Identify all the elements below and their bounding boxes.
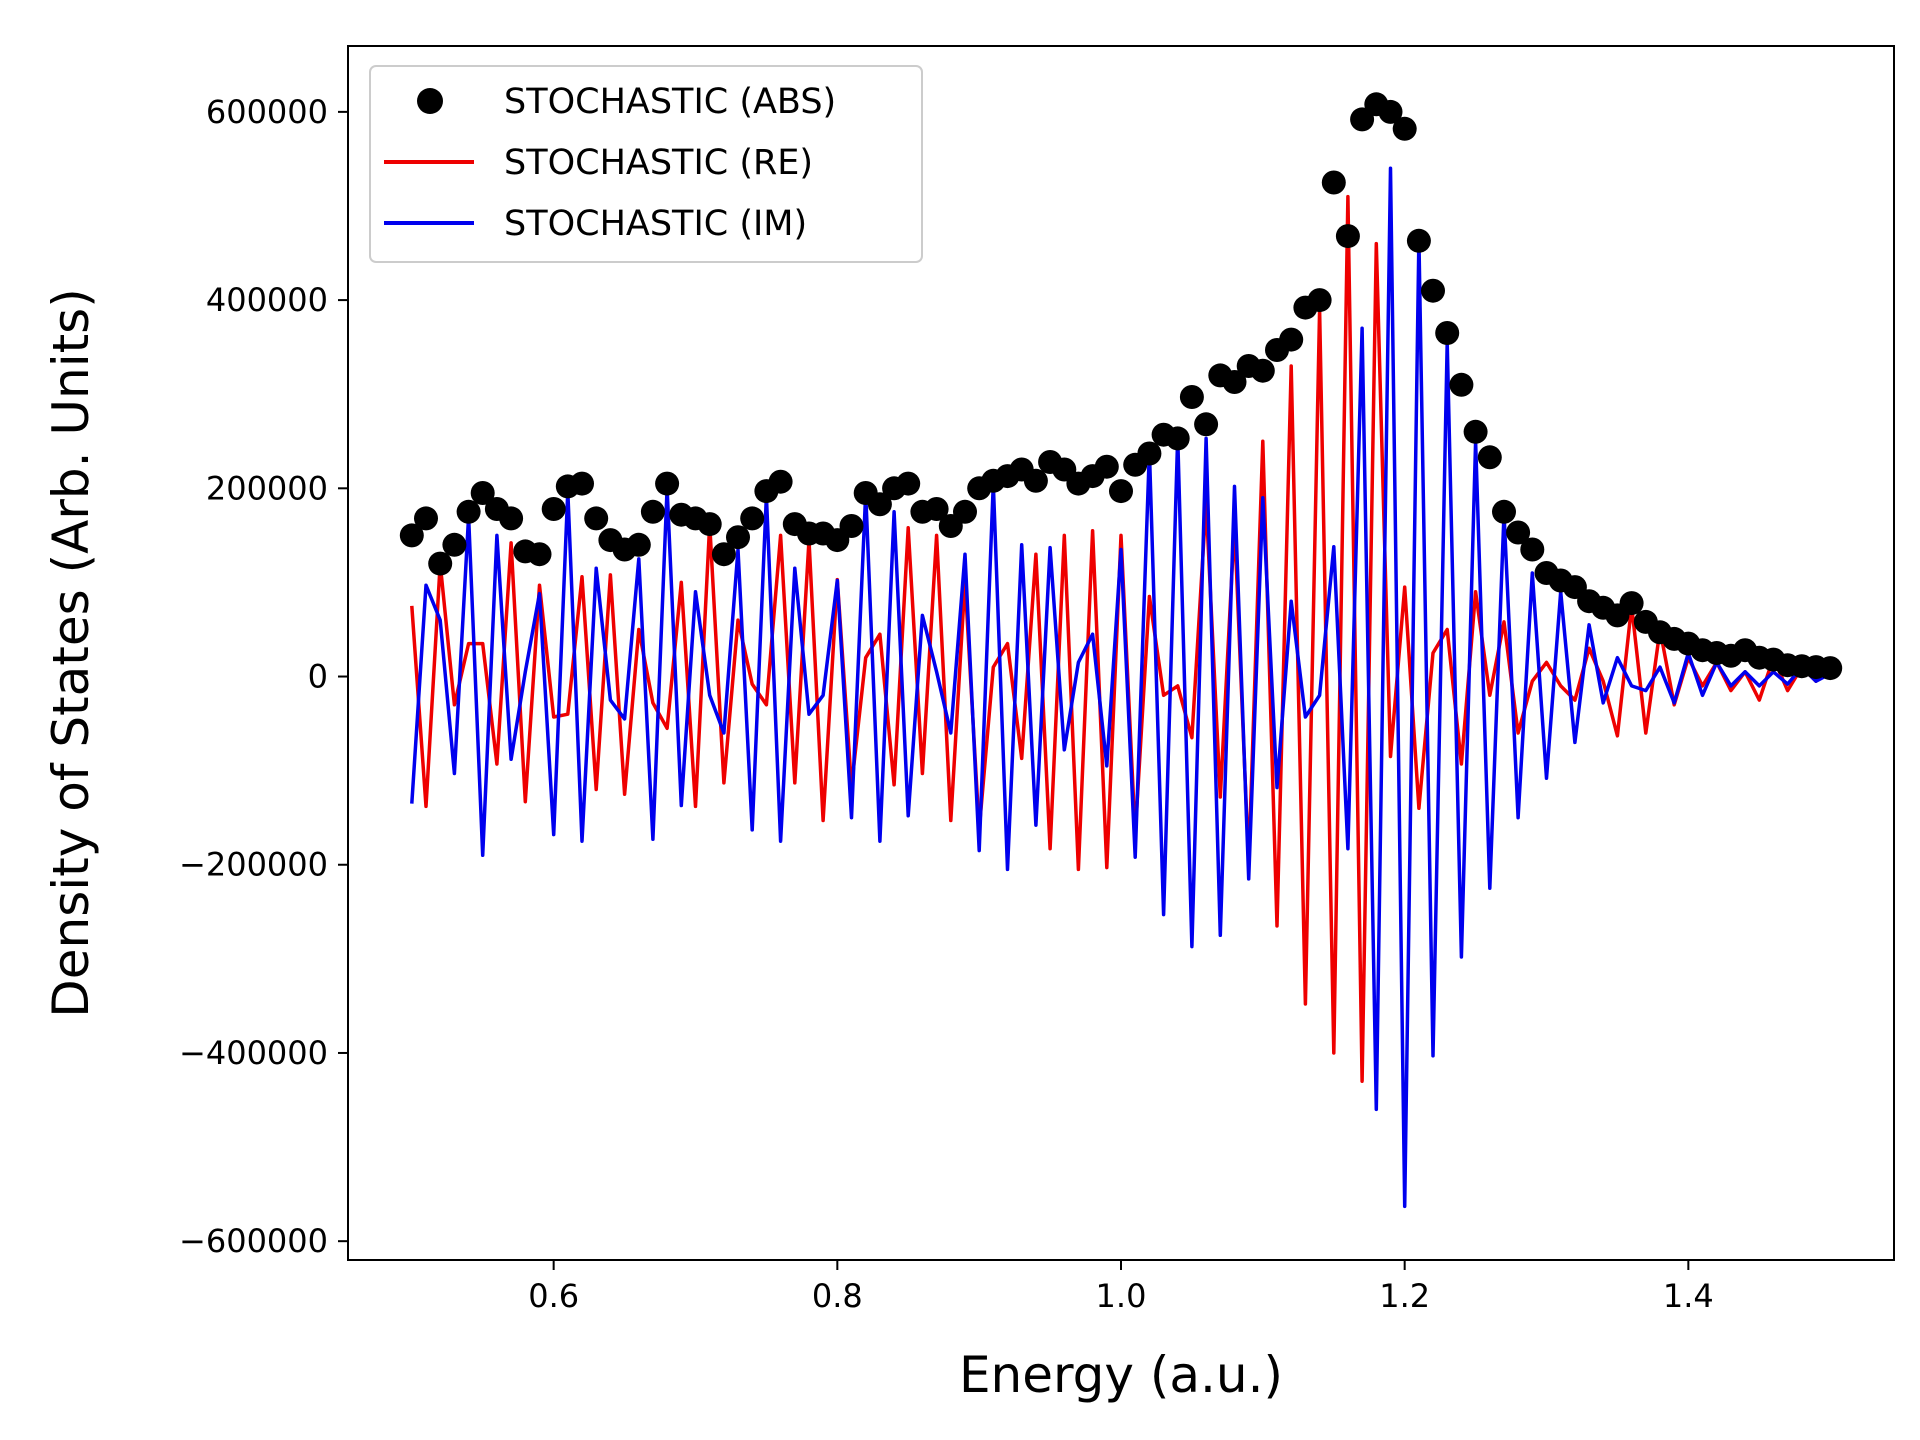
abs-data-point	[428, 551, 453, 576]
abs-data-point	[1094, 454, 1119, 479]
x-tick-label: 1.0	[1096, 1277, 1147, 1315]
abs-data-point	[1421, 278, 1445, 303]
abs-data-point	[1818, 656, 1843, 681]
y-axis-label: Density of States (Arb. Units)	[42, 288, 100, 1018]
abs-data-point	[626, 532, 651, 557]
y-tick-label: −400000	[179, 1034, 328, 1072]
abs-data-point	[527, 542, 552, 567]
legend-marker-abs	[417, 88, 443, 114]
y-tick-label: 600000	[206, 93, 328, 131]
abs-data-point	[399, 523, 424, 548]
abs-data-point	[1492, 499, 1516, 524]
x-tick-label: 1.2	[1379, 1277, 1430, 1315]
y-tick-label: −600000	[179, 1222, 328, 1260]
x-tick-label: 1.4	[1663, 1277, 1714, 1315]
abs-data-point	[924, 497, 949, 521]
abs-data-point	[1307, 288, 1332, 313]
y-axis: −600000 −400000 −200000 0 200000 400000 600000	[179, 93, 348, 1260]
legend-label-im: STOCHASTIC (IM)	[504, 204, 807, 244]
abs-data-point	[711, 542, 736, 567]
x-tick-label: 0.8	[812, 1277, 863, 1315]
abs-data-point	[655, 471, 680, 496]
abs-data-point	[1165, 426, 1190, 451]
x-axis-label: Energy (a.u.)	[959, 1346, 1283, 1404]
abs-data-point	[456, 499, 481, 524]
abs-data-point	[584, 506, 609, 531]
abs-data-point	[867, 492, 892, 517]
series-layer	[399, 92, 1843, 1209]
series-line-im	[410, 166, 1832, 1209]
abs-data-point	[1250, 358, 1275, 383]
abs-data-point	[1463, 419, 1488, 444]
abs-data-point	[726, 525, 750, 550]
y-tick-label: −200000	[179, 846, 328, 884]
abs-data-point	[1222, 370, 1247, 394]
legend-frame	[369, 65, 923, 263]
abs-data-point	[1619, 591, 1644, 616]
abs-data-point	[499, 506, 524, 531]
abs-data-point	[1023, 468, 1048, 493]
abs-data-point	[1350, 107, 1375, 132]
legend: STOCHASTIC (ABS) STOCHASTIC (RE) STOCHAS…	[369, 65, 923, 263]
legend-label-re: STOCHASTIC (RE)	[504, 143, 813, 183]
abs-data-point	[1321, 170, 1346, 195]
abs-data-point	[1335, 224, 1360, 249]
abs-data-point	[1378, 99, 1403, 124]
abs-data-point	[1279, 327, 1304, 352]
abs-data-point	[839, 514, 864, 538]
x-axis: 0.6 0.8 1.0 1.2 1.4	[528, 1260, 1714, 1315]
x-tick-label: 0.6	[528, 1277, 579, 1315]
abs-data-point	[1477, 445, 1502, 470]
legend-label-abs: STOCHASTIC (ABS)	[504, 82, 836, 122]
abs-data-point	[1506, 520, 1531, 545]
abs-data-point	[768, 469, 793, 494]
abs-data-point	[740, 506, 765, 531]
abs-data-point	[1179, 385, 1204, 409]
y-tick-label: 0	[308, 658, 328, 696]
abs-data-point	[570, 471, 594, 496]
abs-data-point	[1435, 321, 1460, 345]
abs-data-point	[414, 506, 438, 531]
abs-data-point	[470, 481, 495, 505]
abs-data-point	[953, 499, 977, 524]
abs-data-point	[1406, 228, 1431, 253]
abs-data-point	[640, 499, 665, 524]
abs-data-point	[1137, 441, 1162, 466]
abs-data-point	[1194, 412, 1219, 437]
abs-data-point	[1449, 372, 1474, 397]
abs-data-point	[1392, 116, 1417, 141]
abs-data-point	[541, 497, 566, 521]
abs-data-point	[442, 532, 467, 557]
abs-data-point	[697, 512, 722, 537]
y-tick-label: 200000	[206, 469, 328, 507]
y-tick-label: 400000	[206, 281, 328, 319]
abs-data-point	[1109, 479, 1133, 504]
abs-data-point	[1520, 537, 1545, 562]
abs-data-point	[896, 471, 921, 496]
